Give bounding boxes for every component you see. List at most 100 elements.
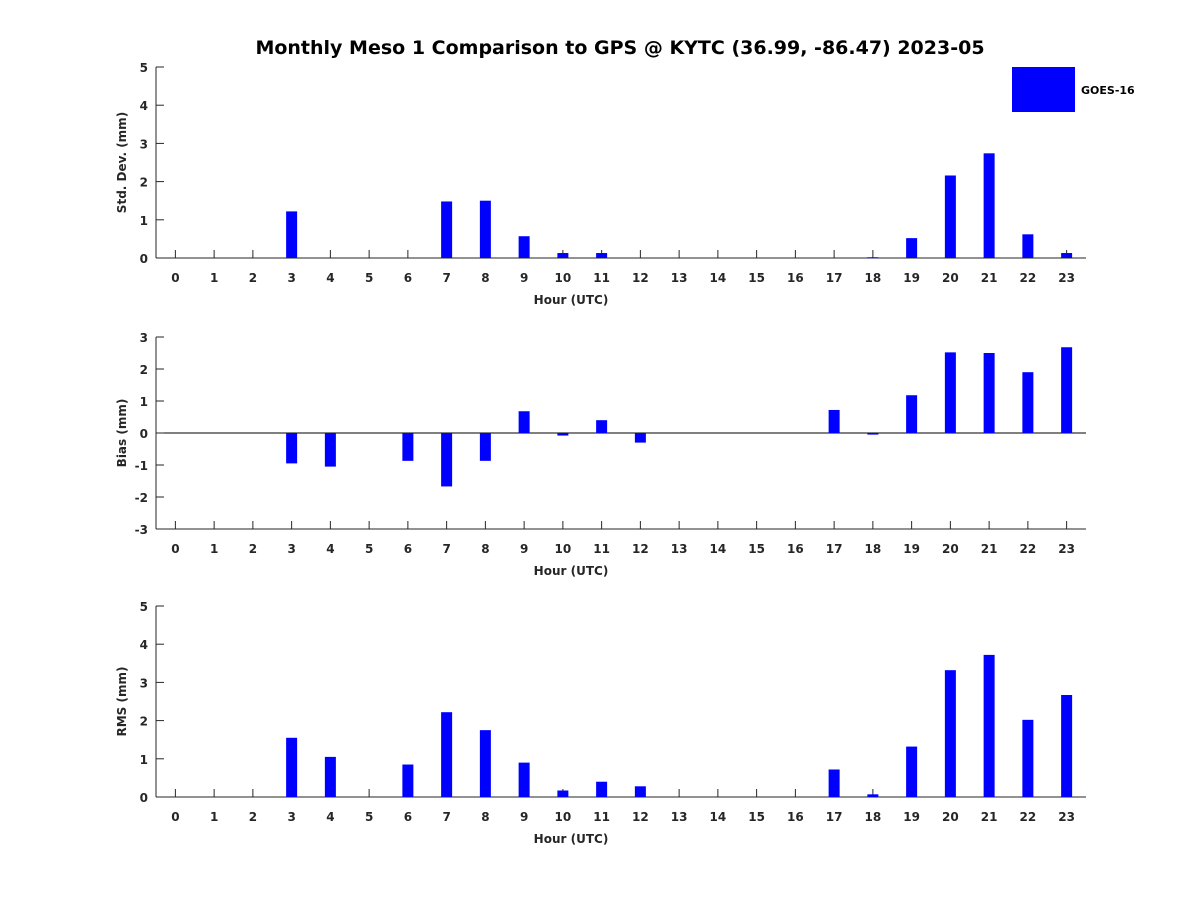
x-tick-label: 3	[287, 810, 295, 824]
bar-hour-3	[286, 211, 298, 258]
x-tick-label: 13	[671, 542, 688, 556]
x-tick-label: 17	[826, 271, 843, 285]
bar-hour-18	[867, 257, 879, 259]
bar-hour-23	[1061, 253, 1073, 258]
x-tick-label: 2	[249, 271, 257, 285]
y-axis-label: RMS (mm)	[115, 667, 129, 737]
x-tick-label: 8	[481, 542, 489, 556]
x-tick-label: 23	[1058, 542, 1075, 556]
x-tick-label: 4	[326, 542, 334, 556]
x-tick-label: 20	[942, 542, 959, 556]
figure-title: Monthly Meso 1 Comparison to GPS @ KYTC …	[255, 37, 984, 59]
y-tick-label: 3	[140, 331, 148, 345]
x-tick-label: 10	[555, 271, 572, 285]
bar-hour-8	[479, 730, 491, 797]
bar-hour-18	[867, 433, 879, 435]
bar-hour-22	[1022, 719, 1034, 797]
y-tick-label: 4	[140, 638, 148, 652]
x-tick-label: 3	[287, 271, 295, 285]
bar-hour-22	[1022, 234, 1034, 258]
x-tick-label: 23	[1058, 810, 1075, 824]
bar-hour-4	[324, 433, 336, 467]
y-axis-label: Std. Dev. (mm)	[115, 112, 129, 213]
x-tick-label: 6	[404, 271, 412, 285]
legend-label: GOES-16	[1081, 84, 1135, 97]
y-tick-label: -3	[135, 523, 148, 537]
x-tick-label: 19	[903, 810, 920, 824]
x-tick-label: 1	[210, 542, 218, 556]
bar-hour-3	[286, 737, 298, 797]
bar-hour-7	[441, 433, 453, 487]
x-tick-label: 13	[671, 271, 688, 285]
y-axis-label: Bias (mm)	[115, 399, 129, 468]
x-tick-label: 23	[1058, 271, 1075, 285]
x-tick-label: 14	[710, 810, 727, 824]
legend-swatch	[1012, 67, 1075, 112]
bar-hour-23	[1061, 695, 1073, 797]
x-tick-label: 10	[555, 810, 572, 824]
x-tick-label: 4	[326, 271, 334, 285]
x-tick-label: 2	[249, 810, 257, 824]
x-axis-label: Hour (UTC)	[534, 832, 609, 846]
bar-hour-12	[634, 433, 646, 443]
bar-hour-17	[828, 769, 840, 797]
bar-hour-10	[557, 433, 569, 436]
x-tick-label: 1	[210, 810, 218, 824]
y-tick-label: 4	[140, 99, 148, 113]
bar-hour-7	[441, 712, 453, 797]
x-tick-label: 0	[171, 542, 179, 556]
x-tick-label: 5	[365, 542, 373, 556]
y-tick-label: 2	[140, 176, 148, 190]
x-tick-label: 11	[593, 542, 610, 556]
x-tick-label: 19	[903, 542, 920, 556]
x-tick-label: 21	[981, 542, 998, 556]
bar-hour-12	[634, 786, 646, 797]
x-tick-label: 9	[520, 542, 528, 556]
x-tick-label: 11	[593, 271, 610, 285]
bar-hour-18	[867, 794, 879, 797]
bar-hour-9	[518, 236, 530, 258]
y-tick-label: 1	[140, 753, 148, 767]
x-tick-label: 22	[1020, 810, 1037, 824]
x-tick-label: 22	[1020, 271, 1037, 285]
x-tick-label: 14	[710, 542, 727, 556]
x-tick-label: 1	[210, 271, 218, 285]
x-tick-label: 20	[942, 810, 959, 824]
bar-hour-6	[402, 433, 414, 461]
x-tick-label: 14	[710, 271, 727, 285]
x-tick-label: 17	[826, 542, 843, 556]
x-tick-label: 20	[942, 271, 959, 285]
x-tick-label: 17	[826, 810, 843, 824]
x-tick-label: 7	[442, 271, 450, 285]
x-tick-label: 8	[481, 810, 489, 824]
bar-hour-11	[596, 781, 608, 797]
x-tick-label: 22	[1020, 542, 1037, 556]
bar-hour-20	[944, 352, 956, 433]
y-tick-label: 5	[140, 600, 148, 614]
x-tick-label: 8	[481, 271, 489, 285]
x-tick-label: 16	[787, 271, 804, 285]
y-tick-label: 2	[140, 363, 148, 377]
y-tick-label: 3	[140, 676, 148, 690]
x-axis-label: Hour (UTC)	[534, 564, 609, 578]
bar-hour-10	[557, 790, 569, 797]
y-tick-label: 0	[140, 427, 148, 441]
bar-hour-19	[906, 238, 918, 258]
legend: GOES-16	[1012, 67, 1135, 112]
y-tick-label: 1	[140, 395, 148, 409]
bar-hour-7	[441, 201, 453, 258]
y-tick-label: 1	[140, 214, 148, 228]
bar-hour-23	[1061, 347, 1073, 433]
x-tick-label: 5	[365, 810, 373, 824]
x-tick-label: 0	[171, 810, 179, 824]
bar-hour-9	[518, 762, 530, 797]
bar-hour-21	[983, 353, 995, 433]
y-tick-label: -1	[135, 459, 148, 473]
bar-hour-10	[557, 253, 569, 258]
x-tick-label: 15	[748, 542, 765, 556]
x-tick-label: 3	[287, 542, 295, 556]
